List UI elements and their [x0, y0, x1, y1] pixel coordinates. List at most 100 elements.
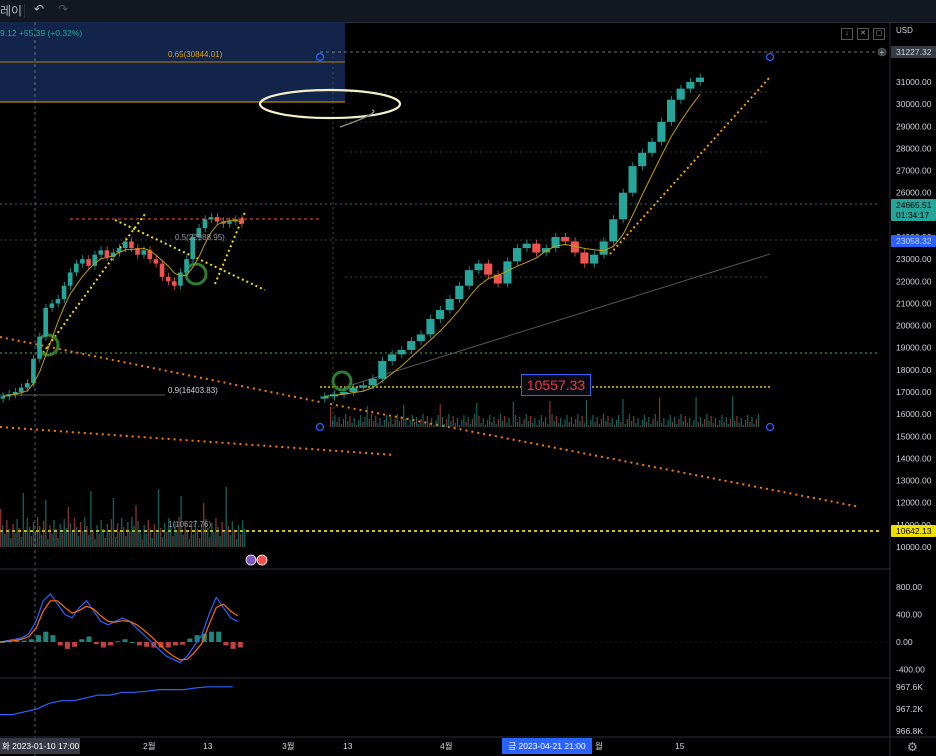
volume-bar — [188, 539, 190, 547]
volume-bar — [6, 520, 8, 547]
right-candle — [484, 263, 493, 275]
volume-bar — [221, 522, 223, 547]
left-candle — [12, 392, 18, 395]
left-candle — [74, 263, 79, 273]
arrow-down-icon[interactable]: ↓ — [841, 28, 853, 40]
undo-icon[interactable]: ↶ — [34, 2, 45, 16]
macd-histogram-bar — [50, 635, 56, 642]
volume-bar — [161, 537, 164, 547]
price-axis[interactable]: 31000.00 30000.00 29000.00 28000.00 27000.00… — [896, 77, 932, 552]
volume-bar — [474, 414, 476, 427]
volume-bar — [738, 423, 740, 427]
price-tick-label: 31000.00 — [896, 77, 932, 87]
macd-panel — [0, 592, 243, 664]
volume-bar — [407, 425, 409, 427]
left-candle — [190, 237, 195, 260]
volume-bar — [349, 416, 351, 427]
volume-bar — [747, 415, 749, 427]
left-candle — [43, 307, 48, 337]
volume-bar — [510, 425, 512, 427]
volume-bar — [671, 422, 674, 427]
lower-indicator-panel — [0, 686, 233, 716]
volume-bar — [129, 531, 131, 547]
right-candle — [493, 274, 502, 284]
volume-bar — [710, 416, 712, 427]
volume-bar — [34, 531, 37, 547]
volume-bar — [424, 421, 426, 427]
volume-bar — [239, 534, 242, 547]
volume-bar — [575, 419, 577, 427]
measure-label: 10557.33 — [521, 374, 591, 396]
volume-bar — [114, 537, 117, 547]
volume-bar — [422, 414, 424, 427]
volume-bar — [379, 418, 381, 427]
volume-bar — [164, 523, 166, 547]
right-candle — [474, 263, 483, 271]
layout-tab-label[interactable]: 레이 — [0, 4, 23, 18]
volume-bar — [67, 507, 70, 547]
volume-bar — [512, 402, 514, 427]
drawing-handles[interactable] — [315, 52, 775, 432]
left-candle — [31, 358, 36, 384]
volume-bar — [170, 527, 172, 547]
volume-bar — [454, 423, 456, 427]
volume-bar — [174, 522, 176, 547]
volume-bar — [538, 420, 540, 427]
left-candle — [104, 250, 110, 257]
volume-bar — [98, 534, 100, 547]
volume-bar — [542, 422, 545, 427]
price-tick-label: 12000.00 — [896, 498, 932, 508]
volume-bar — [534, 418, 536, 427]
left-candle — [202, 219, 208, 229]
volume-bar — [102, 529, 104, 547]
volume-bar — [641, 420, 643, 427]
price-tick-label: 20000.00 — [896, 321, 932, 331]
trading-chart[interactable]: 0.65(30844.01) 0.5(22988.95) 0.9(16403.8… — [0, 22, 936, 756]
volume-bar — [84, 517, 86, 547]
volume-bar — [689, 418, 691, 427]
volume-bar — [8, 529, 10, 547]
maximize-icon[interactable]: ▢ — [873, 28, 885, 40]
volume-bar — [147, 520, 149, 547]
volume-bar — [697, 422, 699, 427]
macd-histogram-bar — [36, 635, 42, 642]
settings-gear-icon[interactable]: ⚙ — [907, 740, 918, 754]
volume-bar — [108, 533, 111, 547]
volume-bar — [133, 526, 135, 547]
volume-bar — [497, 419, 499, 427]
time-axis[interactable]: 2월 13 3월 13 4월 월 15 — [143, 741, 685, 751]
volume-bar — [495, 424, 497, 427]
trend-lines[interactable] — [0, 76, 861, 508]
right-candle — [387, 354, 396, 361]
plus-icon[interactable] — [877, 47, 887, 57]
indicator-markers[interactable] — [245, 554, 268, 566]
left-candle — [159, 263, 165, 277]
volume-bar — [504, 416, 506, 427]
volume-bar — [456, 418, 459, 427]
macd-histogram-bar — [194, 635, 200, 642]
volume-bar — [517, 422, 519, 427]
volume-bar — [143, 525, 145, 547]
volume-bar — [61, 533, 63, 547]
volume-bar — [196, 529, 199, 547]
volume-bar — [385, 415, 388, 427]
time-tick-label: 13 — [203, 741, 213, 751]
volume-bar — [41, 535, 43, 547]
volume-bar — [416, 417, 418, 427]
volume-bar — [706, 414, 708, 427]
macd-histogram-bar — [93, 642, 99, 645]
volume-bar — [123, 527, 125, 547]
volume-bar — [439, 404, 441, 427]
volume-bar — [370, 414, 373, 427]
volume-bar — [182, 535, 184, 547]
macd-histogram-bar — [43, 631, 49, 642]
collapse-icon[interactable]: ✕ — [857, 28, 869, 40]
price-series-right — [320, 73, 704, 403]
volume-bar — [145, 534, 147, 547]
price-badges: 31227.32 + 24665.51 01:34:17 23058.32 10… — [877, 46, 936, 537]
volume-bar — [190, 525, 193, 547]
currency-label[interactable]: USD — [896, 26, 913, 35]
volume-bar — [231, 521, 234, 547]
redo-icon[interactable]: ↷ — [58, 2, 69, 16]
right-candle — [503, 261, 512, 284]
